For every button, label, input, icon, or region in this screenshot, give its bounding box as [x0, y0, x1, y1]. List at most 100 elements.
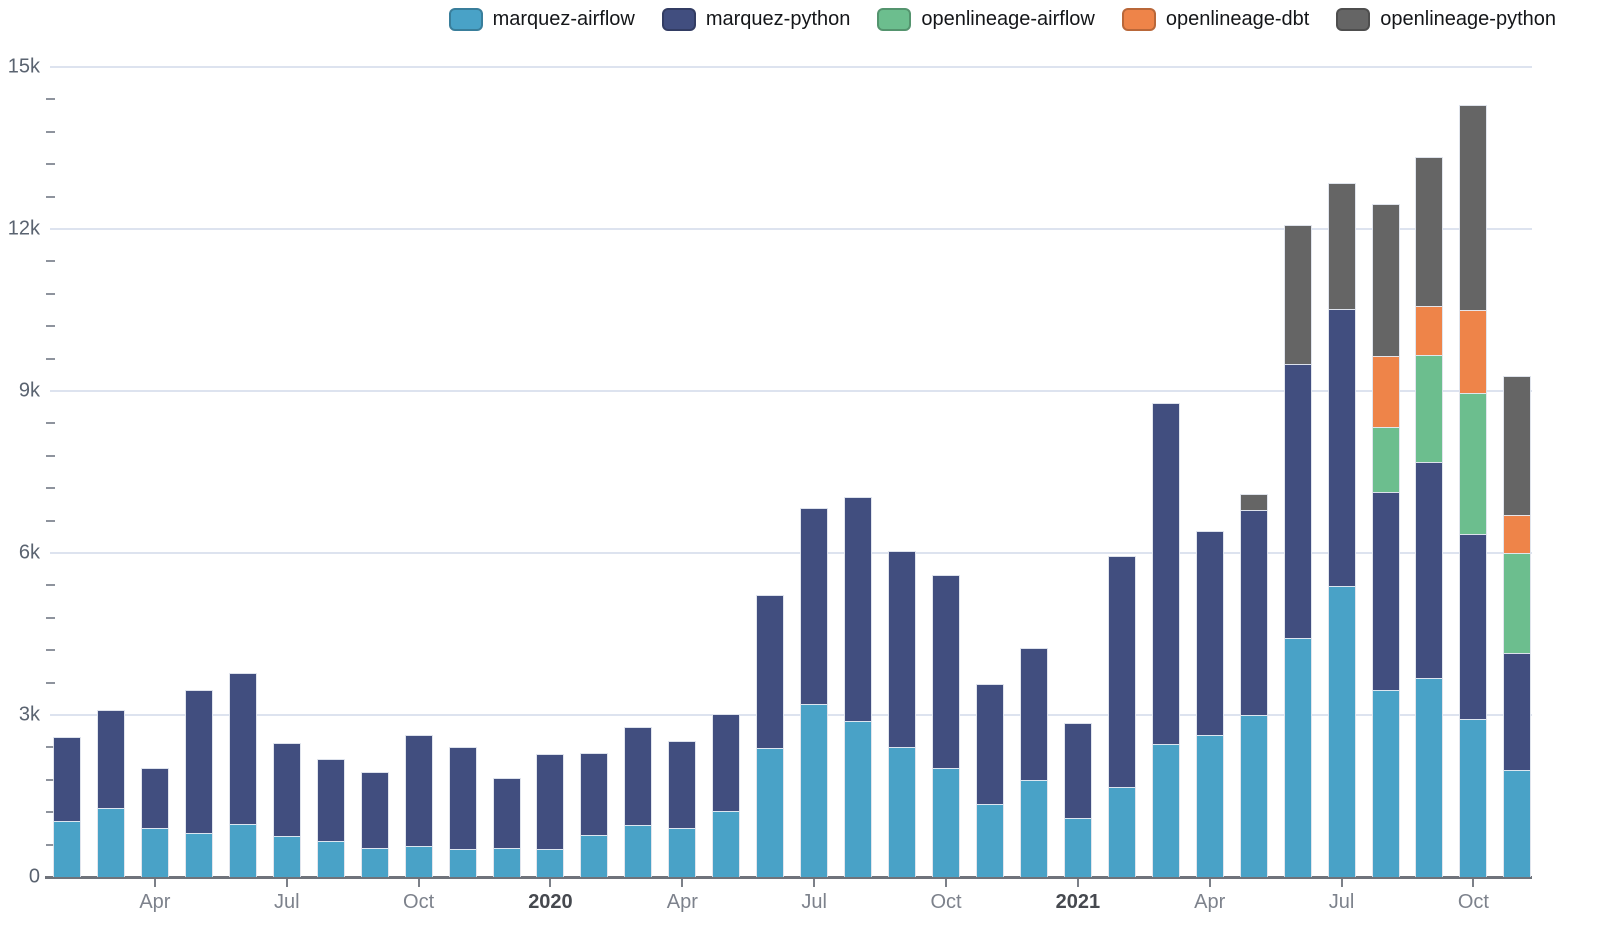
bar-segment-marquez-airflow [1240, 714, 1267, 877]
bar-segment-marquez-python [97, 710, 124, 808]
bar-segment-openlineage-python [1416, 156, 1443, 307]
bar-jun-2019[interactable] [228, 672, 257, 877]
y-minor-tick [46, 130, 55, 133]
legend-item-marquez-python[interactable]: marquez-python [661, 8, 851, 31]
y-axis-label: 15k [7, 55, 40, 78]
bar-mar-2020[interactable] [624, 726, 653, 877]
bar-segment-openlineage-airflow [1416, 354, 1443, 462]
x-axis-label: Jul [801, 891, 827, 913]
y-minor-tick [46, 519, 55, 522]
legend-item-openlineage-airflow[interactable]: openlineage-airflow [877, 8, 1095, 31]
bar-segment-marquez-airflow [757, 748, 784, 877]
bar-mar-2021[interactable] [1151, 403, 1180, 877]
bar-jan-2020[interactable] [536, 753, 565, 877]
legend-label: marquez-python [705, 8, 851, 30]
y-minor-tick [46, 746, 55, 749]
bar-segment-marquez-airflow [229, 824, 256, 877]
bar-segment-marquez-python [1416, 461, 1443, 679]
x-axis-tick [549, 879, 552, 887]
x-axis-tick [1076, 879, 1079, 887]
bar-nov-2019[interactable] [448, 746, 477, 877]
bar-segment-marquez-airflow [933, 768, 959, 877]
bar-segment-marquez-airflow [1196, 734, 1223, 877]
bar-segment-marquez-airflow [361, 848, 388, 877]
y-minor-tick [46, 98, 55, 101]
bar-jun-2021[interactable] [1283, 225, 1312, 877]
bar-aug-2020[interactable] [844, 496, 873, 877]
bar-segment-openlineage-python [1284, 225, 1311, 364]
bar-segment-marquez-python [229, 672, 256, 825]
bar-sep-2021[interactable] [1415, 156, 1444, 877]
bar-segment-marquez-airflow [317, 840, 344, 877]
bar-segment-marquez-python [889, 550, 916, 747]
bar-feb-2020[interactable] [580, 753, 609, 877]
bar-segment-marquez-python [801, 507, 828, 705]
bar-dec-2020[interactable] [1019, 647, 1048, 877]
y-minor-tick [46, 292, 55, 295]
bar-segment-marquez-python [669, 740, 696, 829]
bar-segment-marquez-python [581, 753, 608, 835]
bar-segment-marquez-python [493, 778, 520, 849]
bar-oct-2021[interactable] [1459, 104, 1488, 877]
bar-sep-2019[interactable] [360, 772, 389, 877]
bar-segment-openlineage-airflow [1460, 392, 1487, 534]
bar-apr-2019[interactable] [140, 768, 169, 877]
bar-segment-marquez-python [713, 713, 740, 812]
bar-jul-2019[interactable] [272, 742, 301, 877]
bar-segment-marquez-python [1064, 722, 1091, 818]
bar-segment-marquez-python [1460, 533, 1487, 720]
y-minor-tick [46, 649, 55, 652]
bar-may-2020[interactable] [712, 713, 741, 877]
bar-jan-2021[interactable] [1063, 722, 1092, 877]
bar-sep-2020[interactable] [888, 550, 917, 877]
x-axis-tick [945, 879, 947, 887]
bar-segment-openlineage-python [1328, 183, 1355, 309]
x-axis-tick [1340, 879, 1343, 887]
bar-apr-2020[interactable] [668, 740, 697, 877]
bar-segment-marquez-airflow [185, 833, 212, 877]
bar-jul-2021[interactable] [1327, 183, 1356, 877]
x-axis-label: 2021 [1055, 891, 1101, 913]
bar-aug-2019[interactable] [316, 759, 345, 877]
y-axis-label: 3k [18, 703, 40, 726]
legend-item-marquez-airflow[interactable]: marquez-airflow [448, 8, 635, 31]
y-minor-tick [46, 811, 55, 814]
bar-oct-2019[interactable] [404, 734, 433, 877]
bar-segment-openlineage-python [1240, 493, 1267, 510]
bar-jul-2020[interactable] [800, 507, 829, 877]
legend-item-openlineage-python[interactable]: openlineage-python [1336, 8, 1556, 31]
bar-may-2019[interactable] [184, 690, 213, 877]
y-minor-tick [46, 843, 55, 846]
x-axis-line [45, 876, 1532, 879]
bar-jun-2020[interactable] [756, 595, 785, 877]
x-axis-label: Oct [403, 891, 435, 913]
y-axis-label: 12k [7, 217, 40, 240]
bar-segment-marquez-airflow [1020, 779, 1047, 877]
bar-segment-openlineage-dbt [1416, 306, 1443, 355]
bar-dec-2019[interactable] [492, 778, 521, 877]
bar-nov-2021[interactable] [1503, 375, 1532, 877]
bar-segment-marquez-airflow [97, 807, 124, 877]
bar-segment-marquez-airflow [141, 828, 168, 877]
bar-apr-2021[interactable] [1195, 530, 1224, 877]
y-minor-tick [46, 357, 55, 360]
x-axis-tick [153, 879, 156, 887]
bar-mar-2019[interactable] [96, 710, 125, 877]
legend-label: marquez-airflow [492, 8, 635, 30]
bar-feb-2019[interactable] [53, 736, 81, 877]
bar-segment-marquez-python [1284, 364, 1311, 639]
bar-segment-marquez-airflow [449, 849, 476, 877]
y-minor-tick [46, 195, 55, 198]
bar-segment-marquez-python [1152, 403, 1179, 745]
bar-segment-marquez-python [185, 690, 212, 834]
bar-aug-2021[interactable] [1371, 203, 1400, 877]
legend-item-openlineage-dbt[interactable]: openlineage-dbt [1121, 8, 1309, 31]
bar-segment-marquez-airflow [713, 811, 740, 877]
bar-oct-2020[interactable] [932, 574, 960, 877]
bar-segment-marquez-airflow [1284, 638, 1311, 877]
x-axis-tick [813, 879, 816, 887]
bar-nov-2020[interactable] [975, 684, 1004, 877]
bar-may-2021[interactable] [1239, 493, 1268, 877]
bar-feb-2021[interactable] [1107, 556, 1136, 877]
legend-swatch-icon [877, 8, 912, 31]
